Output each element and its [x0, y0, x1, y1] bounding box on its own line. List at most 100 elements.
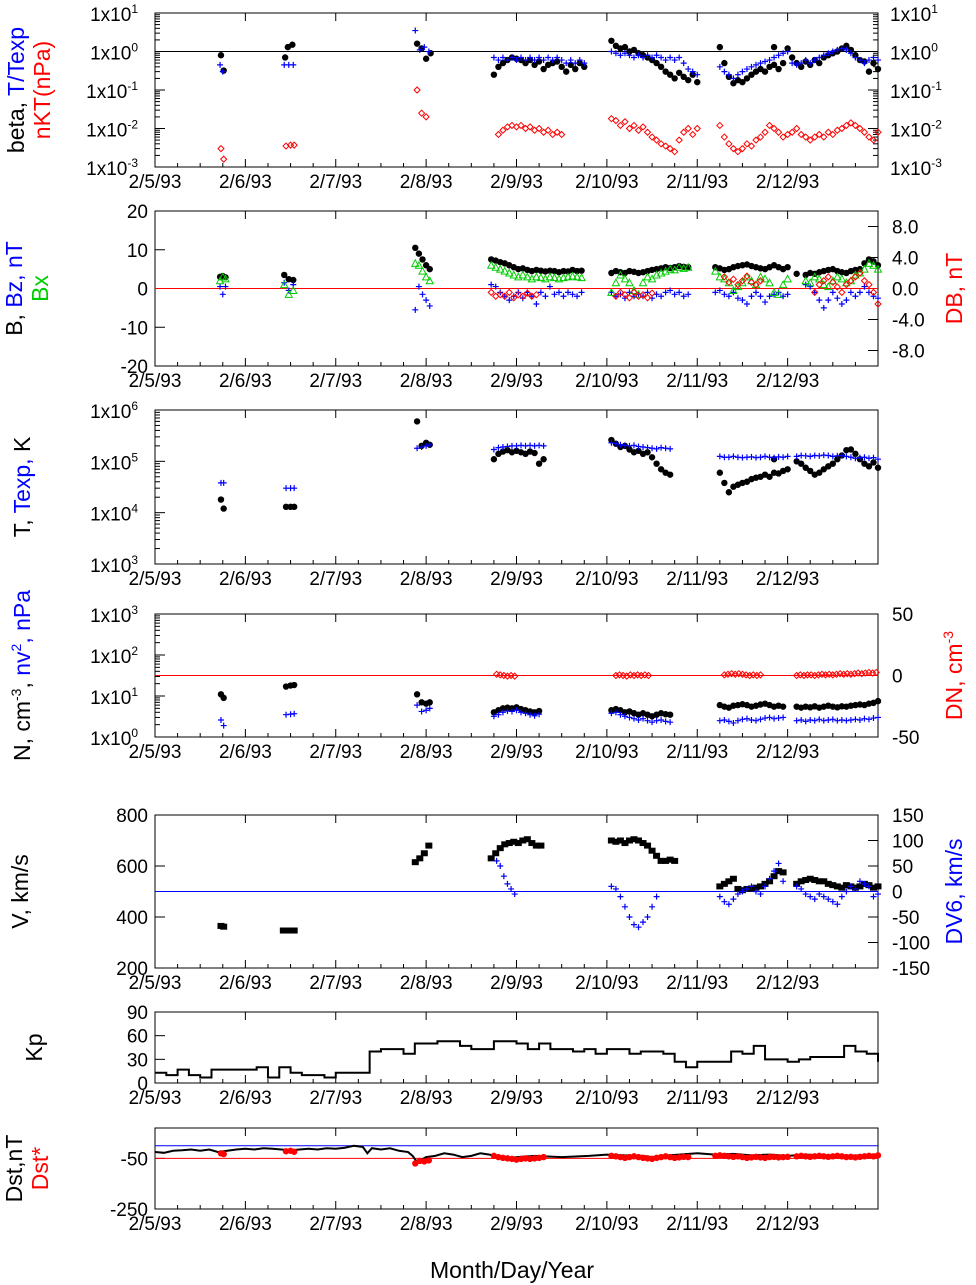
b-field-y2tick-label: 4.0 — [892, 249, 918, 270]
density-data-point — [743, 715, 750, 722]
density-y2-axis-title-part: DN, cm — [941, 643, 967, 720]
beta-data-point — [774, 128, 783, 136]
density-data-point — [739, 716, 746, 723]
density-data-point — [626, 714, 633, 721]
velocity-data-point — [511, 891, 518, 898]
density-data-point — [745, 671, 754, 680]
b-field-data-point — [607, 287, 616, 296]
beta-data-point — [621, 118, 629, 126]
beta-data-point — [693, 124, 701, 133]
density-data-point — [725, 718, 732, 725]
velocity-data-point — [748, 883, 755, 890]
b-field-data-point — [869, 260, 878, 269]
density-data-point — [829, 671, 837, 679]
temperature-data-point — [290, 503, 298, 511]
b-field-data-point — [565, 289, 572, 296]
beta-data-point — [671, 57, 678, 64]
beta-series-1 — [217, 27, 881, 82]
density-y-axis-title-part: , nPa — [9, 590, 35, 644]
b-field-y2-axis-title-part: DB, nT — [941, 253, 967, 325]
velocity-data-point — [779, 869, 787, 876]
beta-data-point — [522, 59, 529, 67]
density-data-point — [503, 672, 512, 680]
density-data-point — [780, 714, 787, 721]
beta-data-point — [766, 57, 773, 64]
density-y2tick-label: -50 — [892, 728, 919, 749]
beta-data-point — [870, 54, 877, 61]
temperature-data-point — [766, 473, 773, 480]
beta-data-point — [721, 68, 728, 75]
beta-data-point — [680, 60, 687, 67]
beta-data-point — [554, 54, 561, 61]
beta-data-point — [861, 60, 868, 67]
velocity-data-point — [829, 898, 836, 905]
velocity-data-point — [798, 885, 805, 892]
beta-ytick-exp: -2 — [127, 118, 138, 132]
density-data-point — [748, 716, 755, 723]
kp-y-axis-title: Kp — [21, 1033, 47, 1061]
beta-data-point — [662, 57, 669, 64]
velocity-data-point — [510, 838, 518, 845]
density-xtick-label: 2/11/93 — [666, 742, 728, 763]
b-field-data-point — [816, 297, 823, 304]
kp-xtick-label: 2/12/93 — [756, 1088, 819, 1109]
velocity-data-point — [820, 878, 828, 885]
b-field-data-point — [410, 258, 420, 267]
b-field-data-point — [805, 278, 815, 287]
b-field-data-point — [847, 277, 855, 285]
velocity-data-point — [492, 850, 500, 857]
beta-data-point — [798, 60, 805, 67]
velocity-data-point — [420, 850, 428, 857]
temperature-data-point — [418, 444, 425, 451]
velocity-xtick-label: 2/11/93 — [666, 973, 728, 994]
b-field-data-point — [760, 274, 770, 283]
temperature-xtick-label: 2/9/93 — [490, 569, 543, 590]
beta-data-point — [865, 57, 872, 64]
beta-data-point — [494, 130, 503, 139]
density-data-point — [856, 716, 863, 723]
beta-data-point — [743, 66, 750, 73]
b-field-data-point — [523, 289, 532, 297]
b-field-data-point — [555, 289, 562, 296]
b-field-data-point — [638, 278, 648, 287]
density-series-2 — [492, 668, 880, 680]
b-field-data-point — [734, 295, 741, 302]
density-data-point — [814, 671, 823, 679]
b-field-y-axis-title-part: Bz, nT — [1, 241, 27, 307]
temperature-ytick-label: 1x103 — [90, 553, 138, 577]
beta-data-point — [219, 68, 226, 75]
b-field-data-point — [290, 276, 297, 284]
density-data-point — [752, 717, 759, 724]
b-field-data-point — [676, 289, 683, 296]
density-data-point — [802, 718, 809, 725]
velocity-xtick-label: 2/12/93 — [756, 973, 819, 994]
velocity-xtick-label: 2/7/93 — [309, 973, 362, 994]
beta-data-point — [535, 124, 543, 133]
velocity-data-point — [770, 873, 778, 880]
velocity-data-point — [843, 888, 850, 895]
beta-ytick-exp: 0 — [131, 41, 138, 55]
b-field-data-point — [834, 295, 841, 302]
temperature-data-point — [816, 452, 823, 459]
density-data-point — [644, 717, 651, 724]
b-field-data-point — [537, 289, 544, 296]
velocity-data-point — [644, 842, 652, 849]
velocity-data-point — [612, 885, 619, 892]
b-field-y-axis-title-2-part: Bx — [27, 275, 53, 302]
beta-data-point — [788, 54, 796, 61]
panels: 2/5/93 2/6/93 2/7/93 2/8/93 2/9/93 2/10/93 2/1… — [1, 2, 967, 1235]
b-field-data-point — [748, 293, 755, 300]
beta-data-point — [581, 60, 588, 67]
b-field-data-point — [415, 250, 423, 257]
b-field-xtick-label: 2/11/93 — [666, 371, 728, 392]
b-field-data-point — [685, 263, 692, 271]
velocity-xtick-label: 2/10/93 — [575, 973, 638, 994]
b-field-data-point — [665, 264, 675, 273]
beta-data-point — [716, 63, 723, 70]
temperature-data-point — [771, 454, 778, 461]
temperature-data-point — [658, 444, 665, 451]
temperature-data-point — [825, 452, 832, 459]
beta-data-point — [806, 136, 814, 144]
b-field-data-point — [856, 289, 863, 296]
beta-ytick-label: 1x101 — [90, 2, 138, 26]
